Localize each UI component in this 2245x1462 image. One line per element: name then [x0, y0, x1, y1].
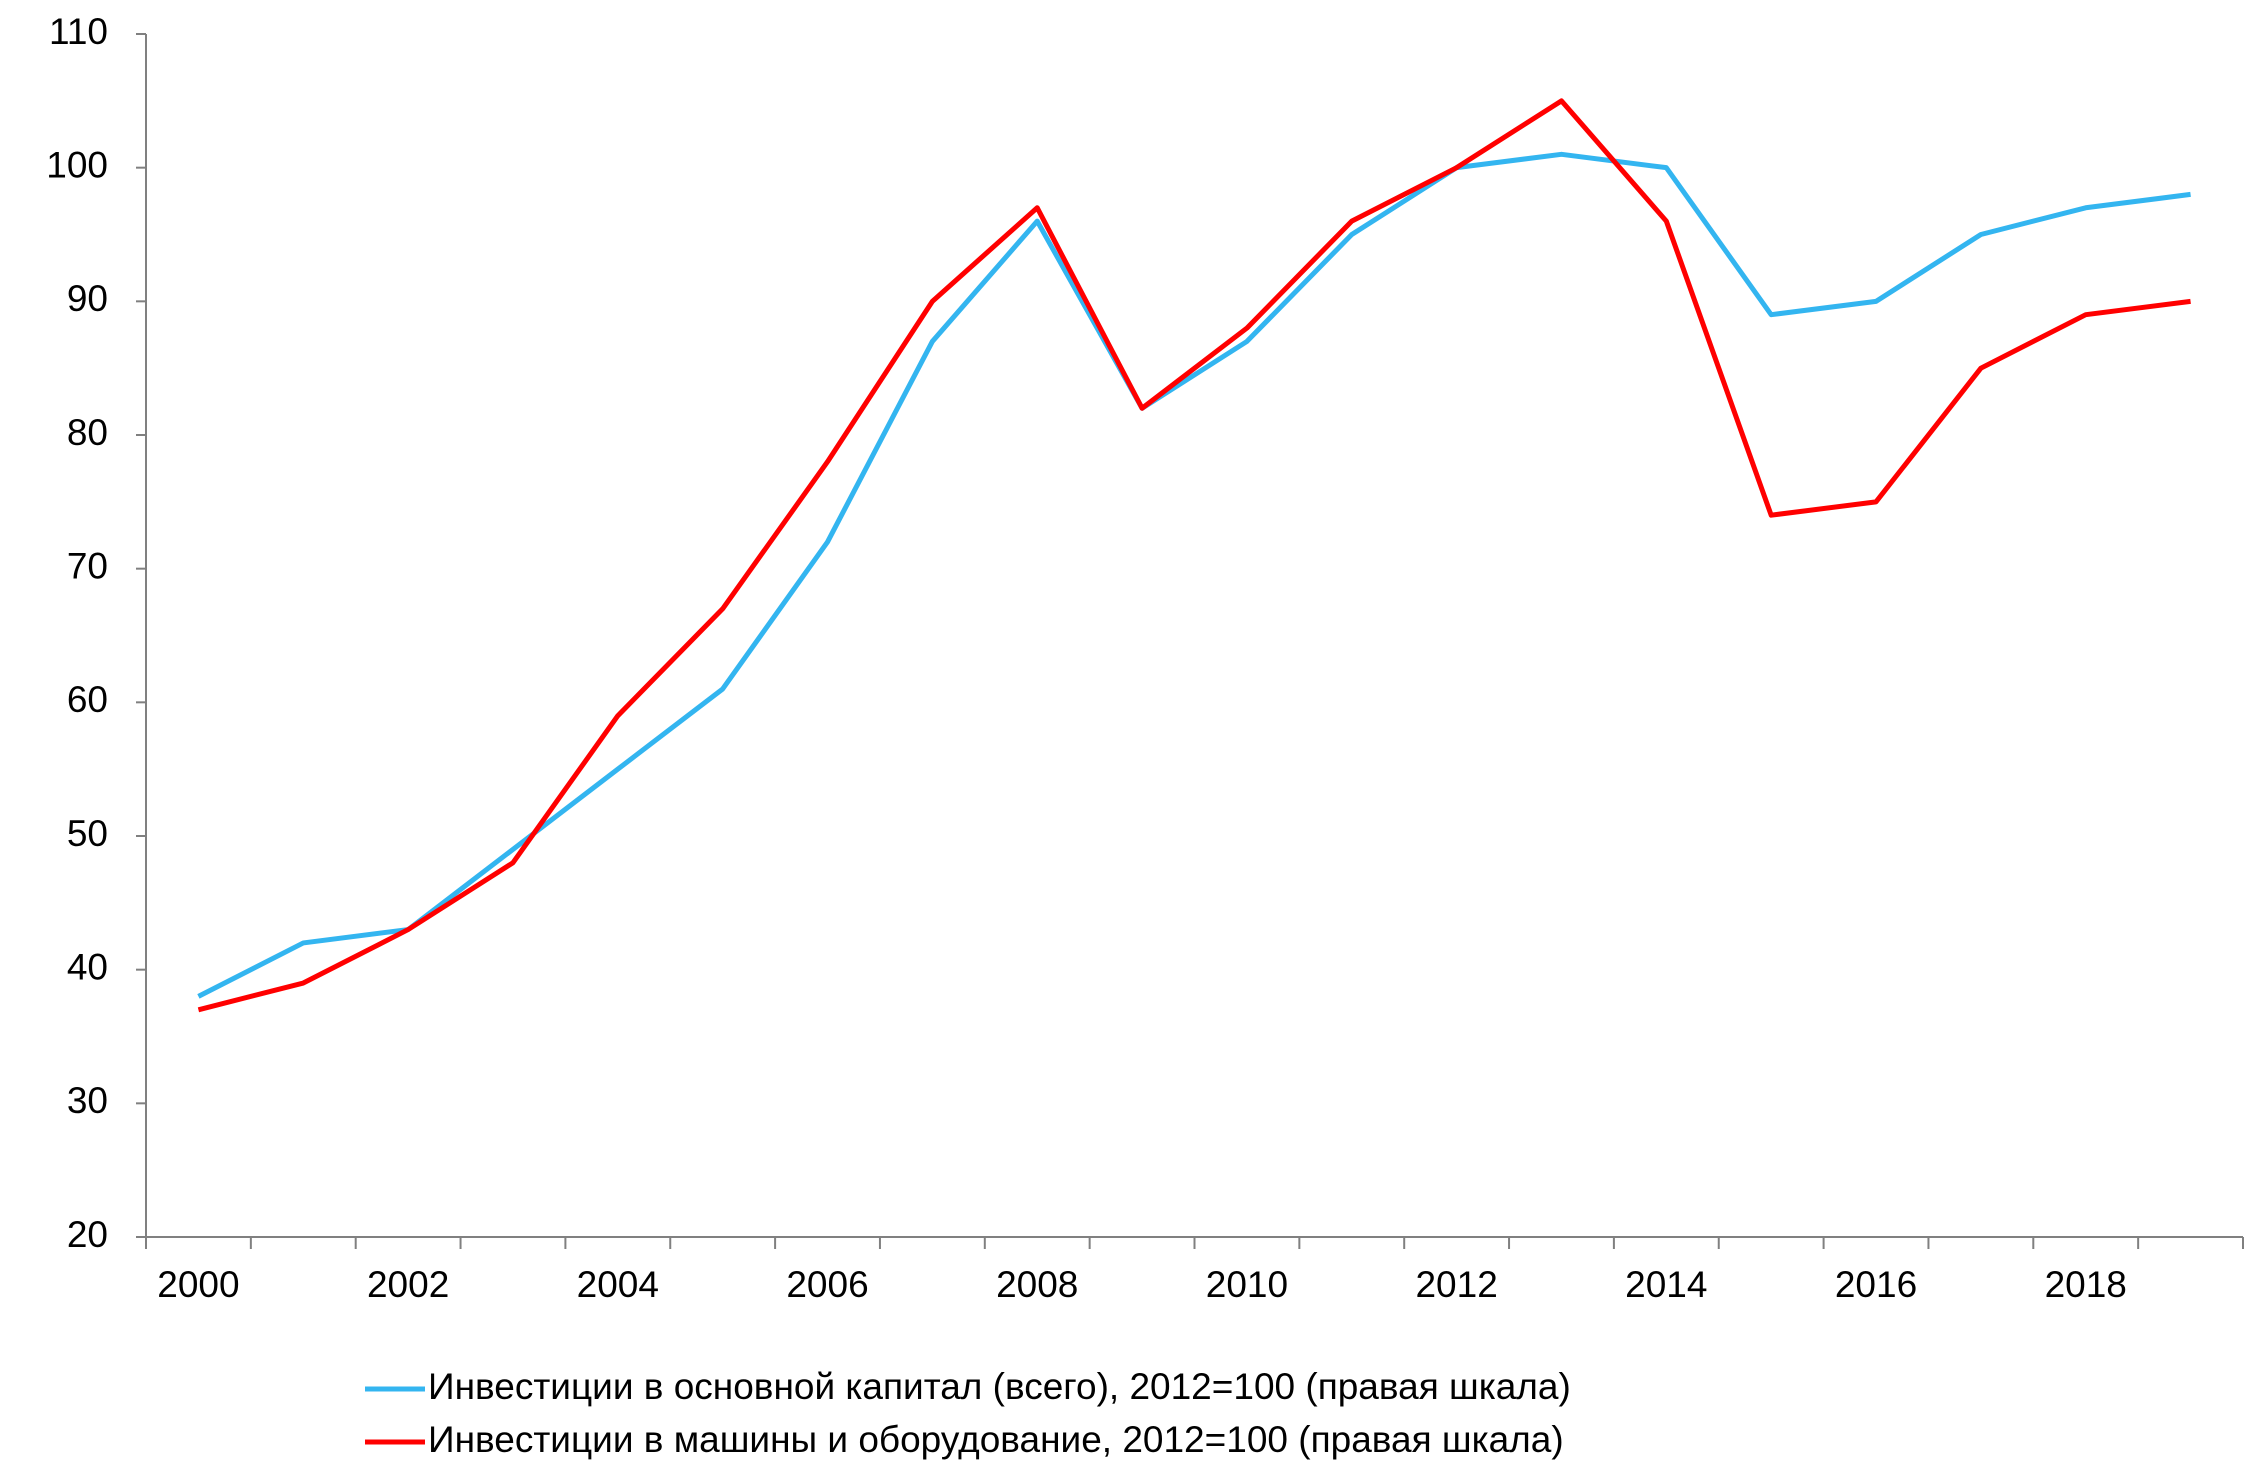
y-tick-label: 90	[67, 278, 108, 319]
legend-label: Инвестиции в машины и оборудование, 2012…	[428, 1419, 1564, 1460]
x-tick-label: 2016	[1835, 1264, 1917, 1305]
x-tick-label: 2018	[2045, 1264, 2127, 1305]
y-tick-label: 70	[67, 545, 108, 586]
x-tick-label: 2004	[577, 1264, 659, 1305]
x-tick-label: 2000	[157, 1264, 239, 1305]
x-tick-label: 2008	[996, 1264, 1078, 1305]
x-tick-label: 2014	[1625, 1264, 1707, 1305]
legend-label: Инвестиции в основной капитал (всего), 2…	[428, 1366, 1571, 1407]
x-tick-label: 2006	[786, 1264, 868, 1305]
x-tick-label: 2010	[1206, 1264, 1288, 1305]
x-tick-label: 2012	[1415, 1264, 1497, 1305]
y-tick-label: 50	[67, 813, 108, 854]
series-line	[197, 98, 2191, 1013]
y-tick-label: 40	[67, 946, 108, 987]
y-tick-label: 110	[49, 11, 108, 52]
x-tick-label: 2002	[367, 1264, 449, 1305]
y-tick-label: 60	[67, 679, 108, 720]
y-tick-label: 100	[46, 144, 108, 185]
y-tick-label: 20	[67, 1214, 108, 1255]
y-tick-label: 30	[67, 1080, 108, 1121]
y-tick-label: 80	[67, 412, 108, 453]
